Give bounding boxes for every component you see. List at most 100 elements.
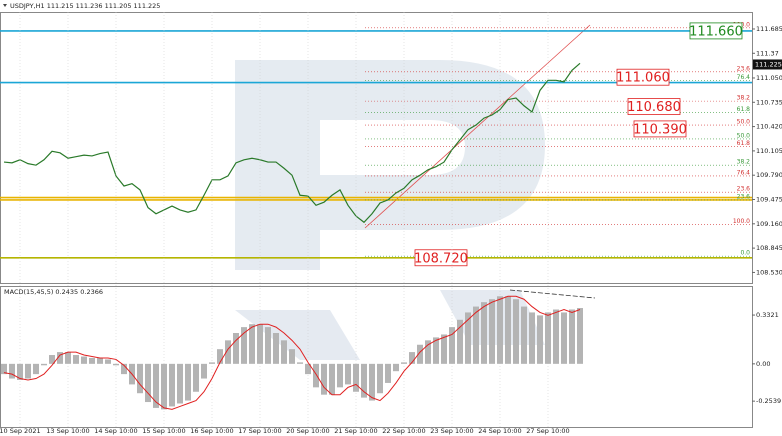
macd-bar: [193, 363, 199, 392]
price-tag-label: 110.680: [627, 100, 681, 115]
macd-bar: [169, 363, 175, 407]
macd-bar: [49, 355, 55, 364]
macd-bar: [393, 363, 399, 372]
macd-bar: [81, 356, 87, 364]
macd-bar: [57, 352, 63, 364]
fib-label: 0.0: [740, 250, 750, 257]
fib-label: 23.6: [737, 193, 751, 200]
menu-arrow: [3, 4, 7, 7]
macd-bar: [465, 312, 471, 364]
macd-bar: [257, 324, 263, 364]
macd-bar: [153, 363, 159, 408]
macd-bar: [105, 359, 111, 364]
y-tick-label: 110.735: [756, 98, 782, 106]
fib-label: 38.2: [737, 95, 751, 102]
y-tick-label: -0.2539: [756, 397, 781, 405]
macd-bar: [401, 362, 407, 364]
x-tick-label: 20 Sep 10:00: [286, 427, 329, 435]
price-tag-box: [689, 22, 743, 40]
fib-label: 38.2: [737, 159, 751, 166]
macd-bar: [177, 363, 183, 404]
divergence-line: [509, 289, 596, 299]
macd-bar: [145, 363, 151, 403]
macd-bar: [449, 327, 455, 364]
macd-bar: [289, 349, 295, 364]
macd-bar: [569, 309, 575, 364]
macd-bar: [369, 363, 375, 401]
macd-bar: [209, 362, 215, 364]
macd-bar: [41, 363, 47, 366]
macd-bar: [65, 352, 71, 364]
macd-bar: [9, 363, 15, 379]
macd-bar: [345, 363, 351, 385]
fib-label: 100.0: [733, 218, 750, 225]
current-price-box: [753, 59, 782, 70]
y-tick-label: 111.37: [756, 49, 779, 57]
macd-bar: [505, 296, 511, 364]
macd-bar: [377, 363, 383, 394]
macd-bar: [17, 363, 23, 380]
macd-panel-frame: [0, 286, 753, 428]
y-tick-label: 109.475: [756, 196, 782, 204]
macd-bar: [225, 340, 231, 364]
macd-bar: [457, 319, 463, 364]
x-tick-label: 27 Sep 10:00: [526, 427, 569, 435]
macd-bar: [273, 333, 279, 364]
macd-bar: [329, 363, 335, 395]
y-tick-label: 109.160: [756, 220, 782, 228]
macd-bar: [497, 296, 503, 364]
macd-bar: [417, 344, 423, 364]
price-title: USDJPY,H1 111.215 111.236 111.205 111.22…: [10, 2, 160, 10]
macd-bar: [353, 363, 359, 392]
y-tick-label: 110.105: [756, 147, 782, 155]
x-tick-label: 15 Sep 10:00: [142, 427, 185, 435]
current-price-label: 111.225: [755, 60, 782, 68]
macd-bar: [265, 327, 271, 364]
fib-label: 50.0: [737, 132, 751, 139]
trend-line: [364, 24, 591, 229]
macd-bar: [97, 357, 103, 364]
y-tick-label: 109.790: [756, 171, 782, 179]
price-tag-box: [633, 120, 687, 138]
macd-bar: [513, 299, 519, 364]
price-tag-box: [627, 98, 681, 115]
y-tick-label: 111.050: [756, 74, 782, 82]
macd-bar: [249, 324, 255, 364]
price-line: [3, 62, 581, 224]
fib-label: 23.6: [737, 186, 751, 193]
fib-label: 50.0: [737, 119, 751, 126]
macd-bar: [185, 363, 191, 401]
macd-bar: [537, 315, 543, 364]
macd-bar: [481, 302, 487, 364]
macd-bar: [473, 306, 479, 364]
macd-bar: [321, 363, 327, 395]
macd-bar: [73, 355, 79, 364]
macd-bar: [489, 299, 495, 364]
macd-bar: [25, 363, 31, 379]
macd-bar: [161, 363, 167, 410]
x-tick-label: 21 Sep 10:00: [334, 427, 377, 435]
price-tag-label: 108.720: [414, 251, 468, 266]
fib-label: 76.4: [737, 74, 751, 81]
macd-title: MACD(15,45,5) 0.2435 0.2366: [4, 288, 103, 296]
macd-bar: [545, 312, 551, 364]
macd-bar: [137, 363, 143, 394]
macd-bar: [1, 363, 7, 375]
y-tick-label: 108.845: [756, 244, 782, 252]
y-tick-label: 111.685: [756, 25, 782, 33]
macd-bar: [385, 363, 391, 383]
x-tick-label: 16 Sep 10:00: [190, 427, 233, 435]
macd-bar: [529, 312, 535, 364]
macd-bar: [233, 333, 239, 364]
fib-label: 61.8: [737, 106, 751, 113]
macd-bar: [361, 363, 367, 398]
macd-bar: [297, 362, 303, 364]
price-tag-label: 111.660: [689, 24, 743, 39]
macd-bar: [561, 312, 567, 364]
macd-bar: [441, 334, 447, 364]
x-tick-label: 17 Sep 10:00: [238, 427, 281, 435]
macd-bar: [425, 340, 431, 364]
macd-bar: [577, 308, 583, 364]
macd-bar: [201, 363, 207, 379]
